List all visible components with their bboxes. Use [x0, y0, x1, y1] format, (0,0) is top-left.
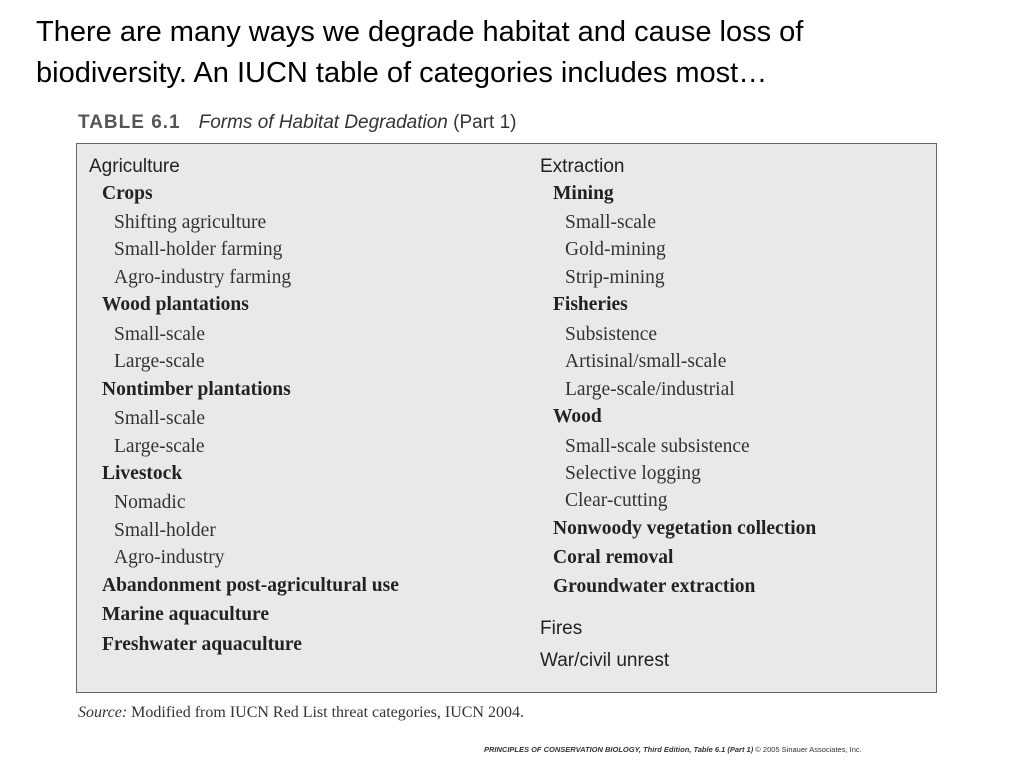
credit-copyright: © 2005 Sinauer Associates, Inc. — [755, 745, 862, 754]
headline-line-1: There are many ways we degrade habitat a… — [36, 16, 804, 48]
item-label: Small-scale subsistence — [565, 436, 750, 457]
item-label: Subsistence — [565, 324, 658, 345]
item-label: Selective logging — [565, 463, 701, 484]
category-heading: Extraction — [540, 156, 625, 177]
subcategory-label: Wood — [553, 406, 602, 427]
category-heading: War/civil unrest — [540, 650, 670, 671]
item-label: Small-holder — [114, 520, 216, 541]
category-heading: Agriculture — [89, 156, 180, 177]
book-credit: PRINCIPLES OF CONSERVATION BIOLOGY, Thir… — [484, 745, 862, 754]
category-heading: Fires — [540, 618, 583, 639]
item-label: Strip-mining — [565, 267, 665, 288]
subcategory-label: Coral removal — [553, 547, 674, 568]
item-label: Small-scale — [114, 408, 205, 429]
item-label: Shifting agriculture — [114, 212, 267, 233]
table-part: (Part 1) — [453, 112, 517, 133]
table-caption: TABLE 6.1 Forms of Habitat Degradation (P… — [78, 112, 516, 134]
subcategory-label: Groundwater extraction — [553, 576, 756, 597]
item-label: Clear-cutting — [565, 490, 668, 511]
subcategory-label: Nonwoody vegetation collection — [553, 518, 817, 539]
item-label: Small-holder farming — [114, 239, 283, 260]
item-label: Small-scale — [114, 324, 205, 345]
subcategory-label: Wood plantations — [102, 294, 249, 315]
slide-headline: There are many ways we degrade habitat a… — [36, 12, 996, 94]
subcategory-label: Nontimber plantations — [102, 379, 291, 400]
item-label: Artisinal/small-scale — [565, 351, 727, 372]
subcategory-label: Crops — [102, 183, 153, 204]
headline-line-2: biodiversity. An IUCN table of categorie… — [36, 57, 768, 89]
habitat-degradation-table: Agriculture Crops Shifting agriculture S… — [76, 143, 937, 693]
item-label: Large-scale/industrial — [565, 379, 735, 400]
subcategory-label: Fisheries — [553, 294, 628, 315]
subcategory-label: Freshwater aquaculture — [102, 634, 302, 655]
source-text: Modified from IUCN Red List threat categ… — [131, 704, 524, 721]
table-title: Forms of Habitat Degradation — [198, 112, 448, 133]
item-label: Agro-industry farming — [114, 267, 292, 288]
source-label: Source: — [78, 704, 128, 721]
subcategory-label: Mining — [553, 183, 614, 204]
table-source-note: Source: Modified from IUCN Red List thre… — [78, 704, 524, 722]
item-label: Large-scale — [114, 436, 205, 457]
item-label: Small-scale — [565, 212, 656, 233]
item-label: Nomadic — [114, 492, 186, 513]
subcategory-label: Livestock — [102, 463, 183, 484]
credit-book-title: PRINCIPLES OF CONSERVATION BIOLOGY, Thir… — [484, 745, 754, 754]
table-number: TABLE 6.1 — [78, 112, 181, 133]
subcategory-label: Marine aquaculture — [102, 604, 270, 625]
item-label: Large-scale — [114, 351, 205, 372]
item-label: Agro-industry — [114, 547, 225, 568]
item-label: Gold-mining — [565, 239, 666, 260]
subcategory-label: Abandonment post-agricultural use — [102, 575, 399, 596]
